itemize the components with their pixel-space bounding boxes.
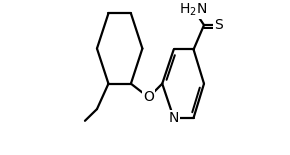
Text: S: S (214, 18, 222, 32)
Text: H$_2$N: H$_2$N (180, 1, 208, 18)
Text: N: N (168, 111, 179, 125)
Text: O: O (143, 90, 154, 104)
